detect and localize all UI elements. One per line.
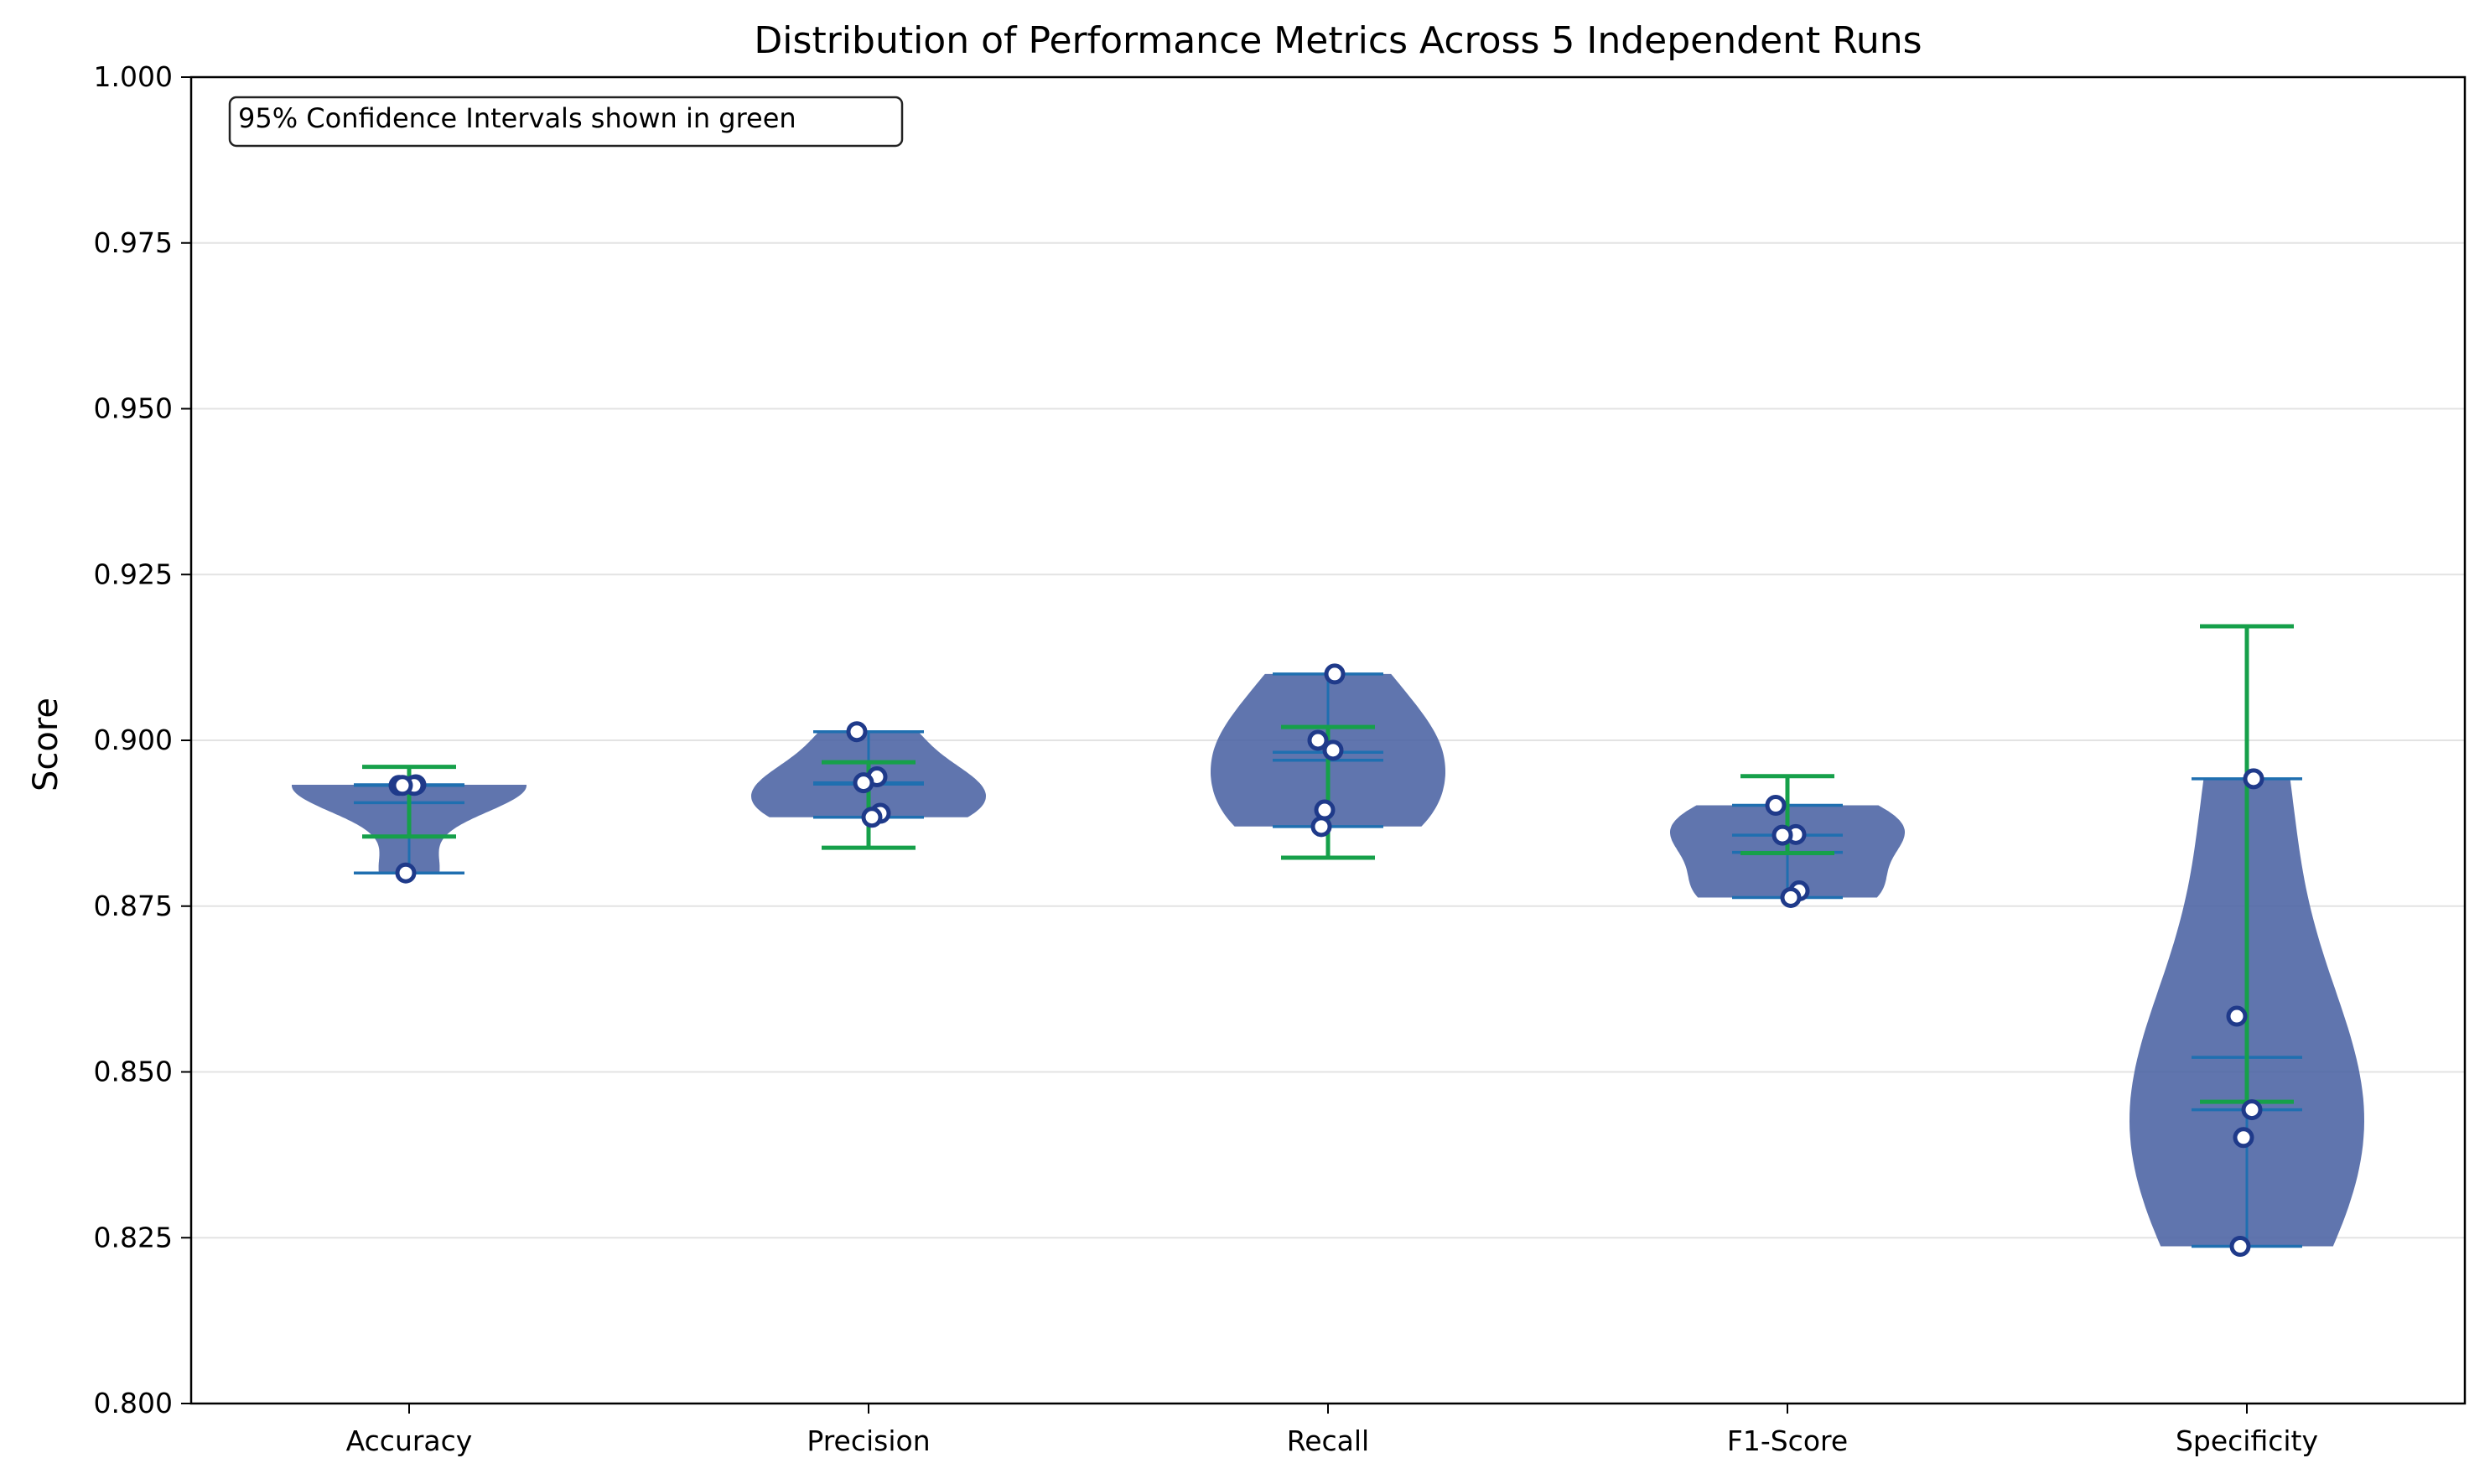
x-tick-label: Accuracy bbox=[346, 1424, 473, 1457]
chart-title: Distribution of Performance Metrics Acro… bbox=[754, 19, 1922, 62]
axes bbox=[181, 75, 2467, 1414]
data-point bbox=[395, 862, 417, 884]
y-tick-label: 0.850 bbox=[94, 1056, 173, 1088]
data-point bbox=[1780, 886, 1802, 908]
data-point bbox=[2241, 1099, 2263, 1121]
y-tick-label: 0.875 bbox=[94, 890, 173, 922]
y-tick-label: 0.900 bbox=[94, 724, 173, 756]
data-point bbox=[846, 721, 868, 743]
y-tick-label: 0.925 bbox=[94, 558, 173, 590]
data-point bbox=[2226, 1005, 2248, 1027]
data-point bbox=[2243, 768, 2264, 790]
data-point bbox=[853, 772, 874, 794]
data-point bbox=[1765, 795, 1787, 817]
data-point bbox=[1322, 739, 1344, 761]
y-tick-label: 0.825 bbox=[94, 1221, 173, 1253]
data-point bbox=[2233, 1127, 2254, 1149]
tick-labels: 0.800 0.825 0.850 0.875 0.900 0.925 0.950 0.975… bbox=[94, 60, 2319, 1457]
grid-lines bbox=[191, 241, 2465, 1239]
y-tick-label: 0.800 bbox=[94, 1387, 173, 1419]
data-point bbox=[1314, 799, 1336, 821]
data-point bbox=[392, 775, 413, 796]
y-axis-label: Score bbox=[27, 698, 65, 791]
data-point bbox=[1772, 824, 1793, 846]
data-points bbox=[388, 663, 2264, 1258]
y-tick-label: 1.000 bbox=[94, 60, 173, 93]
data-point bbox=[1324, 663, 1346, 685]
y-tick-label: 0.975 bbox=[94, 226, 173, 259]
confidence-intervals bbox=[362, 624, 2294, 1104]
x-tick-label: F1-Score bbox=[1727, 1424, 1848, 1457]
x-tick-label: Precision bbox=[807, 1424, 930, 1457]
annotation-box bbox=[228, 96, 904, 148]
data-point bbox=[1310, 816, 1332, 838]
data-point bbox=[2229, 1236, 2251, 1258]
x-tick-label: Recall bbox=[1287, 1424, 1369, 1457]
y-tick-label: 0.950 bbox=[94, 392, 173, 425]
x-tick-label: Specificity bbox=[2176, 1424, 2318, 1457]
data-point bbox=[861, 807, 883, 828]
data-point bbox=[1307, 729, 1329, 751]
ci-annotation: 95% Confidence Intervals shown in green bbox=[228, 96, 904, 148]
annotation-text: 95% Confidence Intervals shown in green bbox=[238, 102, 796, 134]
